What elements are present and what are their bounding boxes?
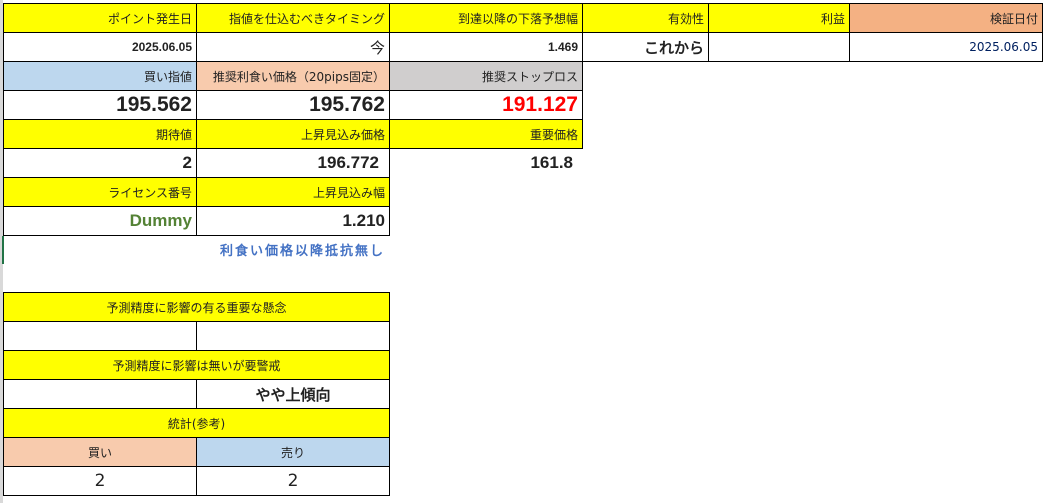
rise-price-value[interactable]: 196.772	[196, 148, 390, 178]
point-date-label: ポイント発生日	[3, 3, 197, 33]
drop-label: 到達以降の下落予想幅	[389, 3, 583, 33]
verify-date-label: 検証日付	[849, 3, 1043, 33]
profit-label: 利益	[708, 3, 850, 33]
profit-value[interactable]	[708, 32, 850, 62]
buy-count[interactable]: 2	[3, 466, 197, 496]
expected-label: 期待値	[3, 119, 197, 149]
minor-concern-label: 予測精度に影響は無いが要警戒	[3, 350, 390, 380]
rise-width-value[interactable]: 1.210	[196, 206, 390, 236]
stop-loss-label: 推奨ストップロス	[389, 61, 583, 91]
timing-value[interactable]: 今	[196, 32, 390, 62]
major-concern-label: 予測精度に影響の有る重要な懸念	[3, 292, 390, 322]
rise-width-label: 上昇見込み幅	[196, 177, 390, 207]
stop-loss-value[interactable]: 191.127	[389, 90, 583, 120]
stats-label: 統計(参考)	[3, 408, 390, 438]
timing-label: 指値を仕込むべきタイミング	[196, 3, 390, 33]
buy-limit-value[interactable]: 195.562	[3, 90, 197, 120]
minor-concern-b[interactable]: やや上傾向	[196, 379, 390, 409]
take-profit-label: 推奨利食い価格（20pips固定）	[196, 61, 390, 91]
point-date-value[interactable]: 2025.06.05	[3, 32, 197, 62]
validity-label: 有効性	[582, 3, 709, 33]
note-text: 利食い価格以降抵抗無し	[219, 242, 385, 258]
license-label: ライセンス番号	[3, 177, 197, 207]
sell-count[interactable]: 2	[196, 466, 390, 496]
expected-value[interactable]: 2	[3, 148, 197, 178]
key-price-label: 重要価格	[389, 119, 583, 149]
major-concern-b[interactable]	[196, 321, 390, 351]
key-price-value[interactable]: 161.8	[530, 153, 573, 172]
sell-stats-label: 売り	[196, 437, 390, 467]
row-header-edge	[0, 0, 3, 503]
verify-date-value[interactable]: 2025.06.05	[849, 32, 1043, 62]
buy-stats-label: 買い	[3, 437, 197, 467]
license-value[interactable]: Dummy	[3, 206, 197, 236]
take-profit-value[interactable]: 195.762	[196, 90, 390, 120]
drop-value[interactable]: 1.469	[389, 32, 583, 62]
selection-marker	[2, 236, 4, 264]
buy-limit-label: 買い指値	[3, 61, 197, 91]
validity-value[interactable]: これから	[582, 32, 709, 62]
rise-price-label: 上昇見込み価格	[196, 119, 390, 149]
major-concern-a[interactable]	[3, 321, 197, 351]
minor-concern-a[interactable]	[3, 379, 197, 409]
